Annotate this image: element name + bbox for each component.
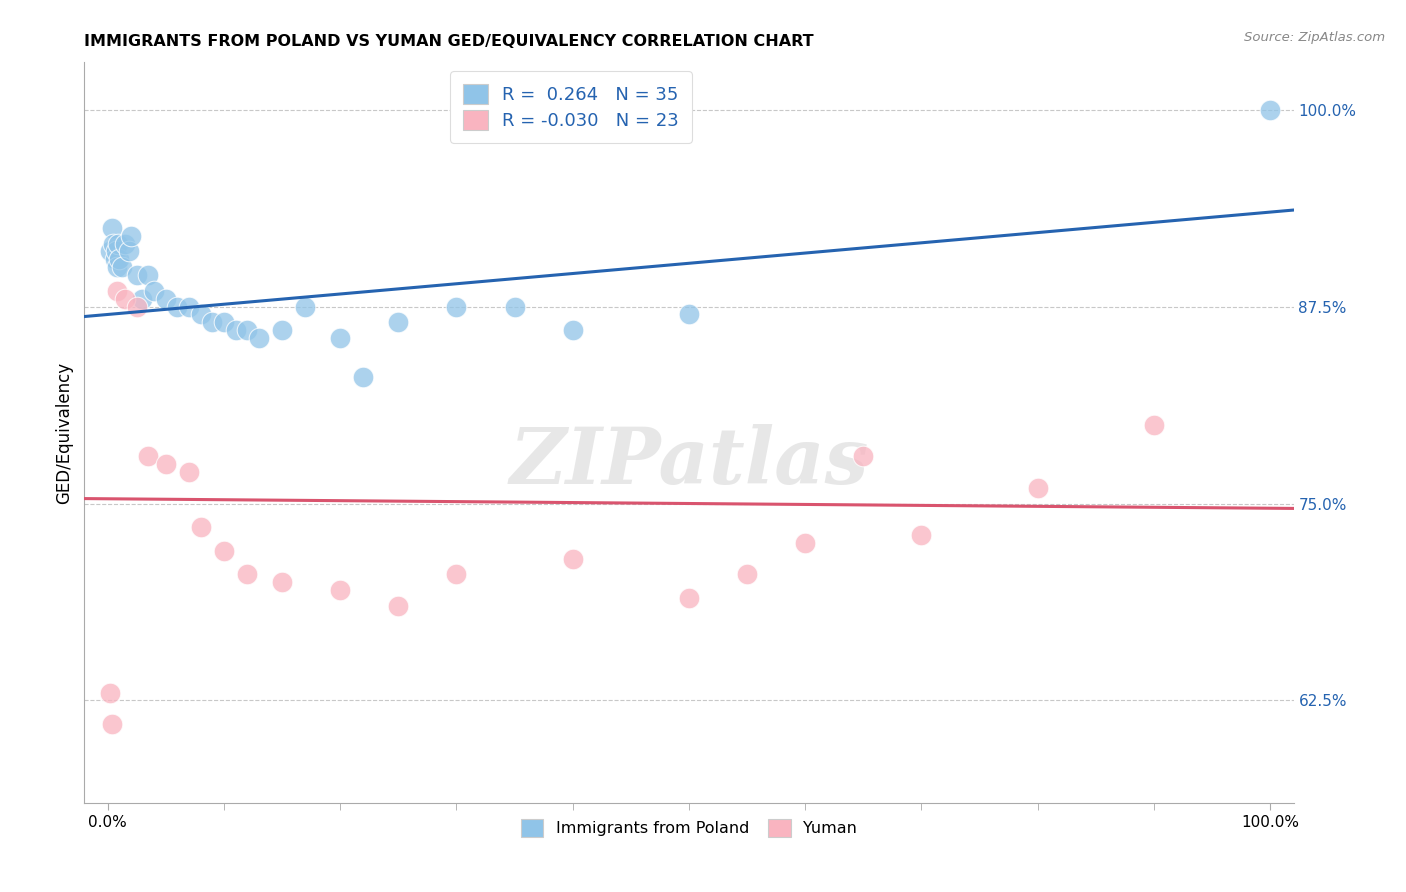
Point [352,370,374,384]
Point [387,315,409,329]
Point [120,228,142,243]
Point [104,244,127,259]
Point [136,268,159,282]
Point [1143,417,1166,432]
Point [236,567,259,582]
Point [177,300,200,314]
Point [236,323,259,337]
Point [503,300,526,314]
Point [910,528,932,542]
Point [735,567,758,582]
Point [104,252,127,267]
Point [101,717,124,731]
Point [114,236,136,251]
Point [271,323,294,337]
Point [294,300,316,314]
Point [105,260,128,275]
Point [387,599,409,613]
Point [136,449,159,463]
Point [1026,481,1049,495]
Point [114,292,136,306]
Point [212,315,235,329]
Point [190,520,212,534]
Point [446,300,468,314]
Point [125,300,148,314]
Legend: Immigrants from Poland, Yuman: Immigrants from Poland, Yuman [515,813,863,843]
Point [108,252,131,267]
Point [117,244,139,259]
Point [852,449,875,463]
Point [101,220,124,235]
Point [98,244,121,259]
Point [678,591,700,605]
Point [131,292,153,306]
Point [561,323,583,337]
Point [1258,103,1281,117]
Point [103,236,125,251]
Point [155,457,177,471]
Point [678,308,700,322]
Point [107,236,129,251]
Point [446,567,468,582]
Point [110,260,132,275]
Point [271,575,294,590]
Text: IMMIGRANTS FROM POLAND VS YUMAN GED/EQUIVALENCY CORRELATION CHART: IMMIGRANTS FROM POLAND VS YUMAN GED/EQUI… [84,34,814,49]
Point [329,583,352,598]
Y-axis label: GED/Equivalency: GED/Equivalency [55,361,73,504]
Point [177,465,200,479]
Point [225,323,247,337]
Point [794,536,817,550]
Point [247,331,270,345]
Point [125,268,148,282]
Point [190,308,212,322]
Point [212,543,235,558]
Point [143,284,166,298]
Point [561,551,583,566]
Point [201,315,224,329]
Text: Source: ZipAtlas.com: Source: ZipAtlas.com [1244,31,1385,45]
Point [329,331,352,345]
Point [105,284,128,298]
Point [155,292,177,306]
Point [166,300,188,314]
Text: ZIPatlas: ZIPatlas [509,424,869,500]
Point [98,685,121,699]
